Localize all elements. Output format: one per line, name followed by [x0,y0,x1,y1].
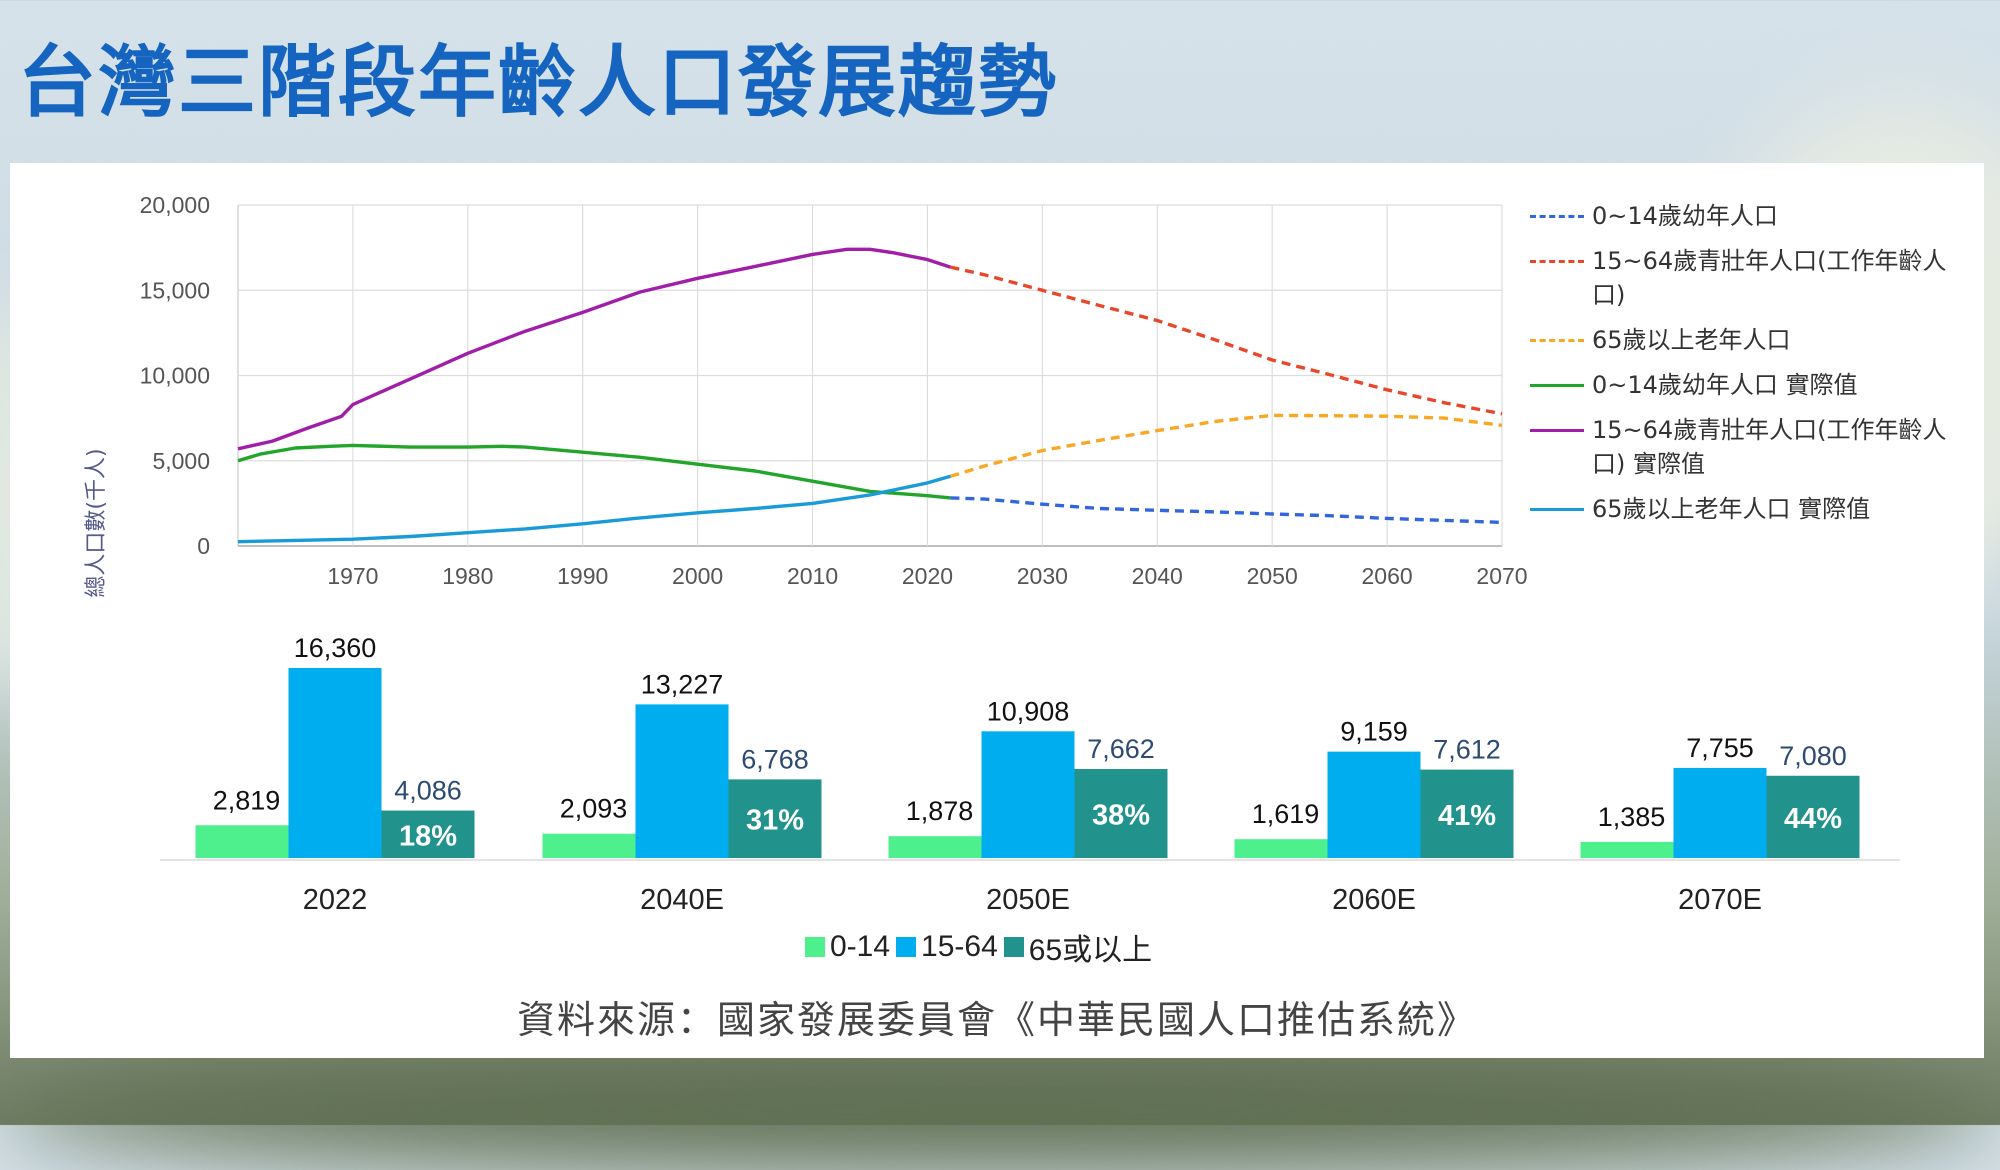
bar-value-label: 1,385 [1598,802,1666,832]
bar [195,825,289,858]
bar-category-label: 2050E [986,884,1070,916]
legend-swatch [1530,368,1584,402]
bar-value-label: 6,768 [741,744,809,774]
bar-category-label: 2060E [1332,884,1416,916]
series-line [950,496,1503,525]
bar-value-label: 7,662 [1087,734,1155,764]
bar-category-label: 2040E [640,884,724,916]
bar [1074,769,1168,858]
x-tick-label: 2040 [1132,563,1183,589]
legend-item: 0~14歲幼年人口 [1530,199,1970,233]
x-tick-label: 1990 [557,563,608,589]
bar-category-label: 2070E [1678,884,1762,916]
y-tick-label: 15,000 [140,277,210,303]
bar-value-label: 1,878 [906,796,974,826]
bar-value-label: 2,093 [560,794,628,824]
series-line [950,265,1503,416]
bar-value-label: 7,080 [1779,741,1847,771]
bar-legend-item: 65或以上 [1003,925,1153,969]
bar-legend-item: 15-64 [896,930,998,964]
x-tick-label: 2030 [1017,563,1068,589]
x-tick-label: 2070 [1476,563,1527,589]
legend-item: 15~64歲青壯年人口(工作年齡人口) 實際值 [1530,413,1970,481]
source-note: 資料來源：國家發展委員會《中華民國人口推估系統》 [516,998,1477,1042]
bar [288,668,382,858]
x-tick-label: 2000 [672,563,723,589]
bar-share-label: 44% [1784,803,1842,835]
legend-item: 65歲以上老年人口 實際值 [1530,492,1970,526]
x-tick-label: 1970 [327,563,378,589]
bar-legend-swatch [805,937,825,957]
bar-legend-label: 15-64 [921,930,998,963]
bar [981,731,1075,858]
legend-label: 0~14歲幼年人口 [1592,202,1778,230]
bar [728,779,822,858]
bar [1766,775,1860,858]
bar-legend-swatch [896,937,917,957]
legend-item: 0~14歲幼年人口 實際值 [1530,368,1970,402]
x-tick-label: 2010 [787,563,838,589]
bar-value-label: 7,612 [1433,735,1501,765]
bar [635,704,729,858]
bar-value-label: 2,819 [213,785,281,815]
bar [1420,769,1514,858]
legend-swatch [1530,492,1584,526]
series-line [237,474,951,544]
bar [542,833,636,858]
page-title: 台灣三階段年齡人口發展趨勢 [18,38,1059,128]
legend-item: 65歲以上老年人口 [1530,323,1970,357]
bar [1673,767,1767,858]
bar-legend-label: 65或以上 [1028,934,1153,967]
bar [1580,841,1674,858]
series-line [949,413,1503,478]
legend-label: 15~64歲青壯年人口(工作年齡人口) 實際值 [1592,416,1947,478]
bar-share-label: 31% [746,805,804,837]
bar-legend: 0-14 15-64 65或以上 [805,925,1158,969]
legend-label: 15~64歲青壯年人口(工作年齡人口) [1592,247,1947,309]
y-tick-label: 0 [197,533,210,559]
bar-value-label: 4,086 [394,776,462,806]
bar-share-label: 38% [1092,800,1150,832]
x-tick-label: 1980 [442,563,493,589]
chart-panel: 0 5,000 10,000 15,000 20,000 1970 1980 1990 2000… [10,163,1984,1058]
series-line [237,247,951,451]
bar-share-label: 41% [1438,800,1496,832]
bar [888,836,982,858]
legend-item: 15~64歲青壯年人口(工作年齡人口) [1530,244,1970,312]
y-tick-label: 10,000 [140,363,210,389]
bar-category-label: 2022 [303,884,368,916]
x-tick-label: 2050 [1247,563,1298,589]
legend-swatch [1530,413,1584,447]
bar [1327,751,1421,858]
bar [381,810,475,858]
x-tick-label: 2060 [1362,563,1413,589]
bar-value-label: 1,619 [1252,799,1320,829]
y-tick-label: 20,000 [140,192,210,218]
x-tick-label: 2020 [902,563,953,589]
bar-chart: 2,819 16,360 4,086 18% 2022 2,093 13,227 6,768 3… [160,633,1900,916]
legend-label: 65歲以上老年人口 [1592,326,1791,354]
grid [237,204,1503,547]
bar-legend-label: 0-14 [830,930,891,963]
bar-legend-item: 0-14 [805,930,890,964]
legend-label: 65歲以上老年人口 實際值 [1592,495,1871,523]
line-legend: 0~14歲幼年人口 15~64歲青壯年人口(工作年齡人口) 65歲以上老年人口 0~1… [1530,199,1970,537]
bar [1234,839,1328,858]
bar-legend-swatch [1003,937,1024,957]
bar-value-label: 7,755 [1686,733,1754,763]
bar-share-label: 18% [399,820,457,852]
bar-value-label: 16,360 [294,633,377,663]
bar-value-label: 10,908 [987,696,1070,726]
legend-swatch [1530,199,1584,233]
y-tick-label: 5,000 [152,448,210,474]
bar-value-label: 9,159 [1340,717,1408,747]
legend-swatch [1530,244,1584,278]
bar-value-label: 13,227 [641,669,724,699]
legend-label: 0~14歲幼年人口 實際值 [1592,371,1858,399]
legend-swatch [1530,323,1584,357]
line-chart: 0 5,000 10,000 15,000 20,000 1970 1980 1990 2000… [140,192,1528,589]
series-line [237,443,951,500]
